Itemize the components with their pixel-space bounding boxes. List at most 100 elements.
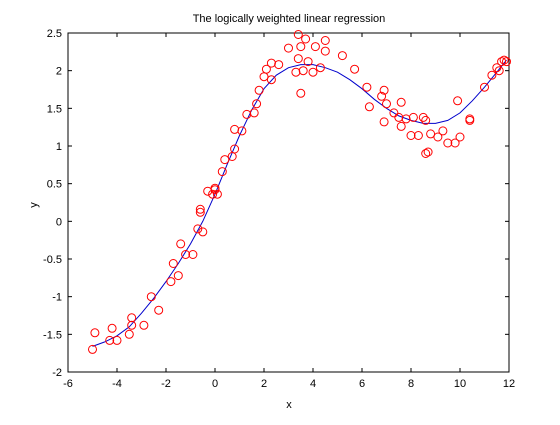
data-point (195, 207, 205, 217)
data-point (293, 54, 303, 64)
data-point (139, 320, 149, 330)
y-tick-label: 1.5 (47, 103, 62, 115)
data-point (418, 112, 428, 122)
x-tick-label: -4 (112, 378, 122, 390)
data-point (127, 320, 137, 330)
data-point (198, 227, 208, 237)
data-point (465, 114, 475, 124)
data-point (252, 99, 262, 109)
data-point (379, 117, 389, 127)
data-point (237, 126, 247, 136)
data-point (284, 43, 293, 53)
data-point (413, 131, 423, 140)
y-tick-label: -1.5 (43, 329, 62, 341)
y-tick-label: 0.5 (47, 179, 62, 191)
data-point (453, 96, 463, 106)
data-point (105, 335, 115, 345)
data-point (208, 189, 218, 199)
data-point (320, 36, 330, 45)
data-point (320, 46, 330, 56)
data-point (230, 144, 240, 154)
data-point (266, 75, 276, 85)
y-tick-label: -0.5 (43, 254, 62, 266)
data-point (212, 189, 222, 199)
data-point (421, 149, 431, 158)
data-point (396, 97, 406, 107)
data-point (423, 147, 433, 157)
data-point (90, 328, 100, 338)
data-point (308, 67, 318, 77)
x-tick-label: 8 (408, 378, 414, 390)
data-point (210, 183, 220, 193)
fitted-curve-line (92, 59, 507, 347)
y-axis-label: y (28, 202, 40, 208)
x-tick-label: -2 (161, 378, 171, 390)
data-point (293, 30, 303, 39)
data-point (301, 34, 311, 44)
data-point (220, 155, 230, 165)
data-point (406, 131, 416, 140)
data-point (396, 121, 406, 131)
data-point (296, 42, 306, 52)
data-point (266, 58, 276, 68)
x-tick-label: 0 (212, 378, 218, 390)
data-point (426, 129, 436, 139)
data-point (188, 250, 198, 259)
axes-box (67, 32, 510, 373)
y-tick-label: -2 (52, 367, 62, 379)
data-point (389, 108, 399, 118)
data-point (88, 344, 97, 354)
data-point (127, 313, 137, 323)
data-point (364, 102, 374, 112)
y-tick-label: 2 (56, 66, 62, 78)
y-tick-label: 1 (56, 141, 62, 153)
data-point (362, 82, 372, 92)
data-point (421, 115, 431, 125)
data-point (166, 277, 176, 287)
data-point (438, 126, 448, 136)
x-tick-label: 4 (310, 378, 316, 390)
data-point (259, 72, 269, 82)
data-point (176, 239, 186, 249)
data-point (443, 138, 453, 148)
data-point (107, 323, 117, 333)
data-point (502, 57, 511, 67)
data-point (296, 88, 306, 98)
data-point (146, 292, 156, 302)
data-point (450, 138, 460, 148)
data-point (379, 85, 389, 95)
data-point (382, 99, 391, 109)
data-point (254, 85, 264, 95)
data-point (274, 60, 284, 70)
y-tick-label: 2.5 (47, 28, 62, 40)
data-point (480, 82, 489, 92)
data-point (487, 70, 497, 80)
data-point (173, 271, 183, 281)
data-point (303, 57, 313, 67)
y-tick-label: 0 (56, 216, 62, 228)
data-point (168, 259, 178, 268)
data-point (261, 64, 271, 74)
data-point (249, 108, 259, 118)
x-tick-label: 10 (454, 378, 466, 390)
plot-area: -6 -4 -2 0 2 4 6 8 10 12 -2 -1.5 -1 -0.5 0 0.5 1 1.5 2 2.5 (43, 28, 515, 390)
data-point (217, 167, 227, 177)
data-point (298, 66, 308, 76)
data-point (181, 250, 191, 259)
y-tick-label: -1 (52, 292, 62, 304)
data-point (350, 64, 360, 74)
data-point (310, 42, 320, 52)
x-axis-label: x (286, 399, 292, 411)
x-tick-label: 12 (503, 378, 515, 390)
data-point (315, 63, 325, 73)
x-tick-label: 2 (261, 378, 267, 390)
data-point (337, 51, 347, 61)
data-point (112, 335, 122, 345)
data-point (492, 63, 502, 73)
data-point (124, 329, 134, 339)
data-point (408, 112, 418, 122)
x-tick-label: 6 (359, 378, 365, 390)
data-point (193, 224, 203, 234)
